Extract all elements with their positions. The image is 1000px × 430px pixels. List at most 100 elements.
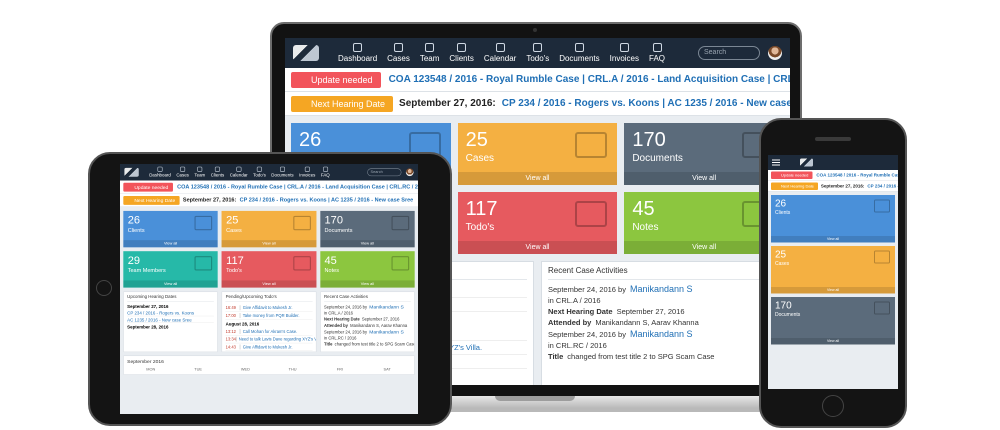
update-cases[interactable]: COA 123548 / 2016 - Royal Rumble Case | …	[177, 183, 418, 190]
todo-time: 14:43	[225, 344, 236, 350]
tile-label: Todo's	[465, 222, 495, 233]
activity-user[interactable]: Manikandann S	[629, 284, 693, 294]
tile[interactable]: 45 Notes View all	[624, 192, 784, 254]
dashboard: Dashboard Cases Team Clients Calendar Todo's D…	[120, 164, 418, 414]
hearing-cases[interactable]: CP 234 / 2016 - Rogers vs. Koons | AC 12…	[501, 98, 790, 109]
todo-time: 13:34	[225, 336, 236, 342]
nav-item[interactable]: Todo's	[526, 43, 549, 63]
nav-item[interactable]: Calendar	[230, 166, 248, 178]
nav-item[interactable]: Dashboard	[338, 43, 377, 63]
view-all[interactable]: View all	[771, 338, 895, 345]
hearing-label: Next Hearing Date	[123, 195, 180, 205]
nav-item[interactable]: Clients	[210, 166, 225, 178]
view-all[interactable]: View all	[123, 280, 218, 288]
tile[interactable]: 117 Todo's View all	[457, 192, 618, 254]
search-box[interactable]: Search	[367, 168, 402, 177]
tile-count: 26	[299, 129, 322, 151]
activity-text: September 27, 2016	[361, 316, 400, 322]
nav-item[interactable]: Documents	[559, 43, 600, 63]
view-all[interactable]: View all	[624, 172, 784, 185]
nav-label: Documents	[271, 172, 294, 178]
nav-item[interactable]: Cases	[176, 166, 189, 178]
nav-item[interactable]: Todo's	[253, 166, 266, 178]
avatar[interactable]	[405, 168, 414, 177]
panel-title: Upcoming Hearing Dates	[127, 294, 214, 302]
activity-text: September 24, 2016 by	[548, 285, 626, 294]
activity-user[interactable]: Manikandann S	[629, 329, 693, 339]
laptop-notch	[495, 396, 575, 401]
avatar[interactable]	[768, 46, 782, 60]
activity-row: Next Hearing Date September 27, 2016	[324, 317, 411, 322]
todo-text[interactable]: Take money from PQR Builder.	[239, 313, 300, 318]
nav-item[interactable]: Clients	[449, 43, 474, 63]
nav-item[interactable]: Invoices	[299, 166, 315, 178]
tile[interactable]: 170 Documents View all	[624, 123, 784, 185]
nav-bar: Dashboard Cases Team Clients Calendar Todo's D…	[120, 164, 418, 181]
hearing-cases[interactable]: CP 234 / 2016 - Rogers vs. Koons | AC 12…	[867, 183, 898, 189]
nav-label: Dashboard	[149, 172, 171, 178]
activity-text: in CRL.RC / 2016	[548, 341, 607, 350]
activity-user[interactable]: Manikandann S	[369, 329, 404, 335]
update-cases[interactable]: COA 123548 / 2016 - Royal Rumble Case | …	[388, 74, 790, 85]
tile[interactable]: 170 Documents View all	[320, 210, 415, 248]
view-all[interactable]: View all	[123, 240, 218, 248]
update-cases[interactable]: COA 123548 / 2016 - Royal Rumble Case | …	[816, 172, 898, 178]
tile[interactable]: 170 Documents View all	[771, 297, 895, 345]
nav-label: Team	[194, 172, 206, 178]
activity-text: Manikandann S, Aarav Khanna	[350, 322, 408, 328]
nav-item[interactable]: Team	[194, 166, 206, 178]
todo-text[interactable]: Call Mohan for Akram's Case.	[239, 329, 297, 334]
hearing-case[interactable]: CP 234 / 2016 - Rogers vs. Koons	[127, 311, 214, 317]
todo-text[interactable]: Need to talk Lavis Dave regarding XYZ's …	[235, 336, 316, 342]
nav-icon	[495, 43, 505, 52]
panel-grid: Upcoming Hearing Dates September 27, 2016…	[120, 291, 418, 355]
nav-item[interactable]: Calendar	[484, 43, 516, 63]
view-all[interactable]: View all	[771, 287, 895, 294]
nav-item[interactable]: FAQ	[321, 166, 330, 178]
activity-text: changed from test title 2 to SPG Scam Ca…	[334, 341, 415, 347]
view-all[interactable]: View all	[624, 241, 784, 254]
view-all[interactable]: View all	[320, 240, 415, 248]
activity-row: in CRL.A / 2016	[548, 296, 777, 305]
tile[interactable]: 117 Todo's View all	[221, 251, 317, 288]
view-all[interactable]: View all	[320, 280, 415, 288]
update-row: Update needed COA 123548 / 2016 - Royal R…	[120, 180, 418, 194]
view-all[interactable]: View all	[771, 236, 895, 243]
panel: Recent Case Activities September 24, 2016…	[541, 261, 784, 385]
view-all[interactable]: View all	[457, 241, 618, 254]
search-box[interactable]: Search	[698, 46, 760, 60]
tile-count: 45	[324, 254, 337, 267]
view-all[interactable]: View all	[221, 280, 317, 288]
nav-item[interactable]: Documents	[271, 166, 294, 178]
nav-item[interactable]: Cases	[387, 43, 410, 63]
activity-user[interactable]: Manikandann S	[369, 304, 404, 310]
tile[interactable]: 45 Notes View all	[320, 251, 415, 288]
todo-text[interactable]: Give Affidavit to Mukesh Jr.	[239, 305, 293, 311]
nav-item[interactable]: Team	[420, 43, 439, 63]
todo-text[interactable]: Give Affidavit to Mukesh Jr.	[239, 344, 293, 350]
tile[interactable]: 25 Cases View all	[457, 123, 618, 185]
tile[interactable]: 25 Cases View all	[771, 246, 895, 294]
tile[interactable]: 25 Cases View all	[221, 210, 317, 248]
menu-button[interactable]	[772, 159, 780, 166]
activity-field: Attended by	[548, 318, 592, 327]
hearing-cases[interactable]: CP 234 / 2016 - Rogers vs. Koons | AC 12…	[239, 197, 414, 204]
nav-label: Clients	[210, 172, 225, 178]
view-all[interactable]: View all	[221, 240, 317, 248]
hearing-case[interactable]: AC 1235 / 2016 - New case Sree	[127, 317, 214, 323]
nav-item[interactable]: Invoices	[610, 43, 639, 63]
nav-icon	[197, 166, 203, 172]
activity-text: in CRL.RC / 2016	[323, 335, 357, 341]
nav-icon	[256, 166, 262, 172]
nav-item[interactable]: Dashboard	[149, 166, 171, 178]
nav-item[interactable]: FAQ	[649, 43, 665, 63]
logo	[800, 158, 813, 167]
view-all[interactable]: View all	[457, 172, 618, 185]
nav-label: Clients	[449, 54, 474, 63]
calendar: September 2016 MON TUE WED THU FRI SAT	[123, 355, 415, 375]
